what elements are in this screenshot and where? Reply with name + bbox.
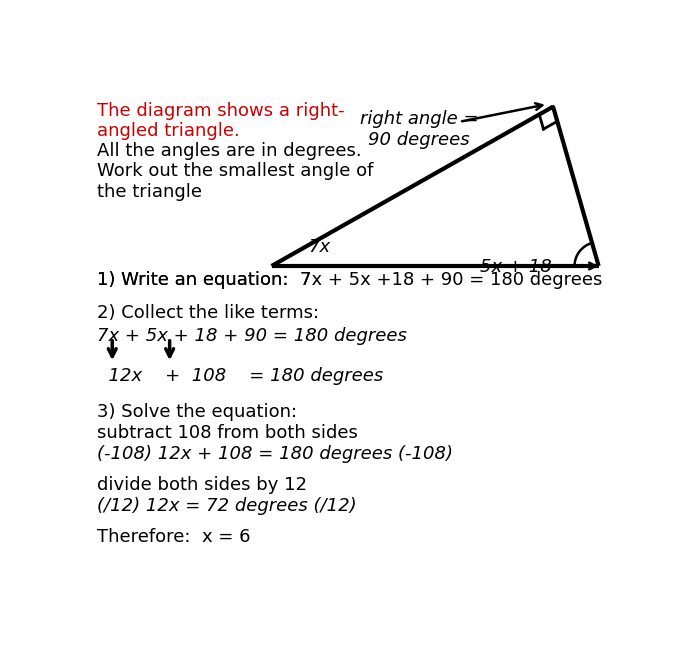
Text: the triangle: the triangle [97, 183, 202, 200]
Text: 7x + 5x + 18 + 90 = 180 degrees: 7x + 5x + 18 + 90 = 180 degrees [97, 327, 407, 345]
Text: Therefore:  x = 6: Therefore: x = 6 [97, 528, 251, 546]
Text: 7x: 7x [309, 238, 331, 256]
Text: subtract 108 from both sides: subtract 108 from both sides [97, 424, 358, 442]
Text: 1) Write an equation:  7​x + 5​x +18 + 90 = 180 degrees: 1) Write an equation: 7​x + 5​x +18 + 90… [97, 271, 603, 289]
Text: 5x + 18: 5x + 18 [480, 258, 552, 277]
Text: (/12) 12x = 72 degrees (/12): (/12) 12x = 72 degrees (/12) [97, 497, 357, 515]
Text: 3) Solve the equation:: 3) Solve the equation: [97, 403, 298, 420]
Text: angled triangle.: angled triangle. [97, 122, 240, 140]
Text: 12x    +  108    = 180 degrees: 12x + 108 = 180 degrees [97, 367, 383, 385]
Text: divide both sides by 12: divide both sides by 12 [97, 476, 307, 494]
Text: 2) Collect the like terms:: 2) Collect the like terms: [97, 304, 319, 322]
Text: Work out the smallest angle of: Work out the smallest angle of [97, 162, 374, 180]
Text: right angle =
90 degrees: right angle = 90 degrees [360, 110, 478, 149]
Text: (-108) 12x + 108 = 180 degrees (-108): (-108) 12x + 108 = 180 degrees (-108) [97, 445, 453, 463]
Text: All the angles are in degrees.: All the angles are in degrees. [97, 142, 362, 160]
Text: 1) Write an equation:  7: 1) Write an equation: 7 [97, 271, 311, 289]
Text: The diagram shows a right-: The diagram shows a right- [97, 102, 345, 120]
